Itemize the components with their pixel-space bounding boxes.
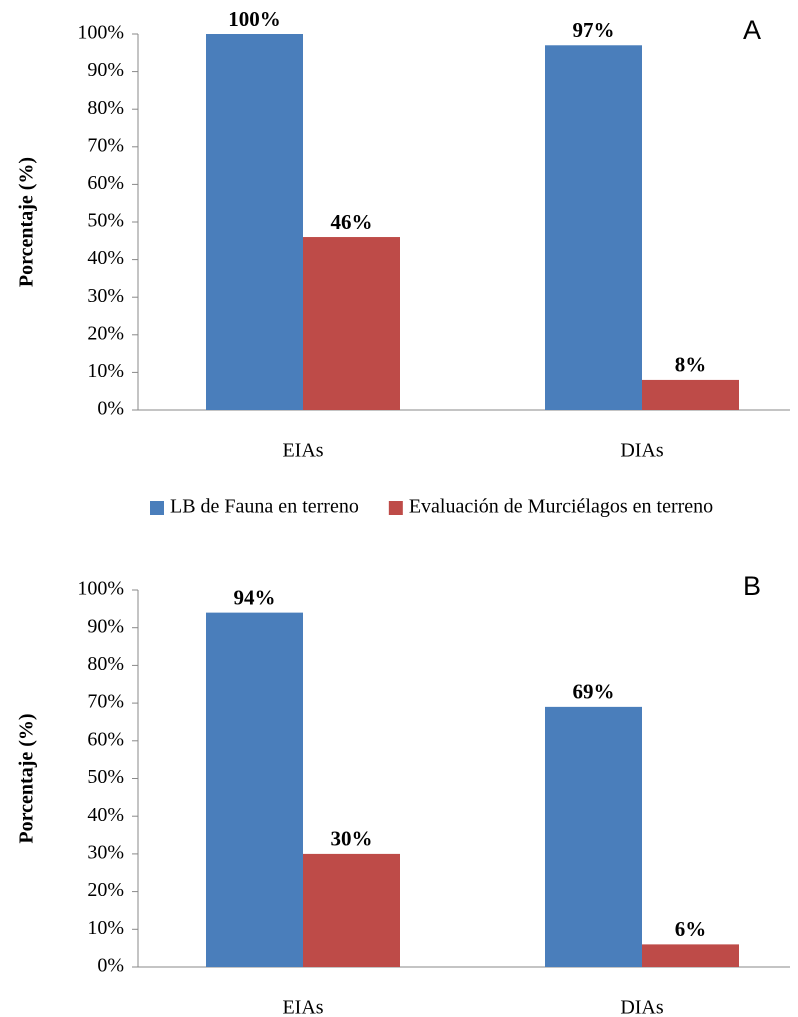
y-tick-label: 80% <box>87 97 124 119</box>
value-label: 94% <box>234 585 276 609</box>
y-tick-label: 60% <box>87 172 124 194</box>
bar <box>642 944 739 967</box>
y-tick-label: 10% <box>87 917 124 939</box>
y-tick-label: 70% <box>87 691 124 713</box>
x-tick-label: DIAs <box>620 440 664 462</box>
bar <box>303 237 400 410</box>
panel-label: B <box>743 571 761 601</box>
bar <box>206 34 303 410</box>
bar <box>642 379 739 410</box>
y-tick-label: 90% <box>87 59 124 81</box>
y-axis-label: Porcentaje (%) <box>16 157 38 287</box>
y-tick-label: 20% <box>87 322 124 344</box>
value-label: 100% <box>228 7 281 31</box>
y-tick-label: 70% <box>87 134 124 156</box>
y-tick-label: 80% <box>87 653 124 675</box>
y-tick-label: 50% <box>87 766 124 788</box>
y-tick-label: 0% <box>97 398 124 420</box>
value-label: 46% <box>331 210 373 234</box>
y-tick-label: 40% <box>87 804 124 826</box>
value-label: 69% <box>573 680 615 704</box>
legend-swatch <box>388 501 403 515</box>
y-tick-label: 0% <box>97 955 124 977</box>
y-tick-label: 40% <box>87 247 124 269</box>
y-tick-label: 30% <box>87 841 124 863</box>
y-tick-label: 100% <box>77 22 124 44</box>
y-tick-label: 20% <box>87 879 124 901</box>
y-tick-label: 90% <box>87 615 124 637</box>
x-tick-label: DIAs <box>620 997 664 1017</box>
bar <box>303 853 400 967</box>
y-tick-label: 50% <box>87 210 124 232</box>
value-label: 30% <box>331 827 373 851</box>
legend-swatch <box>150 501 164 515</box>
panel-label: A <box>743 15 761 45</box>
value-label: 6% <box>675 917 707 941</box>
y-axis-label: Porcentaje (%) <box>16 713 38 843</box>
y-tick-label: 60% <box>87 728 124 750</box>
legend-label: LB de Fauna en terreno <box>170 496 359 518</box>
x-tick-label: EIAs <box>282 997 323 1017</box>
y-tick-label: 30% <box>87 285 124 307</box>
bar <box>545 706 642 967</box>
y-tick-label: 10% <box>87 360 124 382</box>
y-tick-label: 100% <box>77 578 124 600</box>
value-label: 8% <box>675 353 707 377</box>
bar <box>206 612 303 967</box>
x-tick-label: EIAs <box>282 440 323 462</box>
bar <box>545 45 642 410</box>
value-label: 97% <box>573 18 615 42</box>
legend-label: Evaluación de Murciélagos en terreno <box>409 496 713 518</box>
